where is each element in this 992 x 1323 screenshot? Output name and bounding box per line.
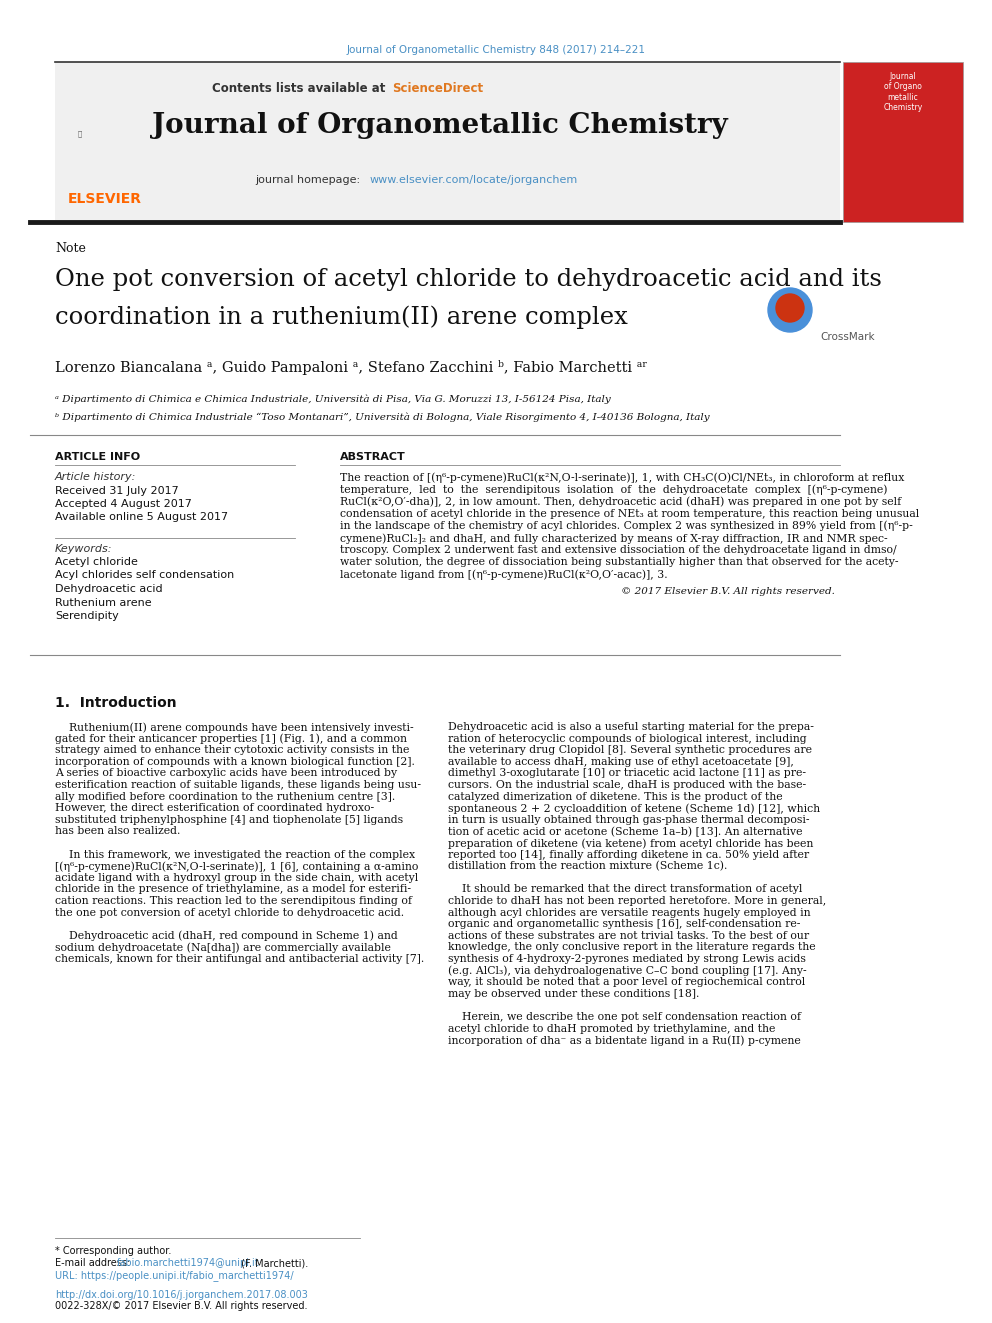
Text: cation reactions. This reaction led to the serendipitous finding of: cation reactions. This reaction led to t… bbox=[55, 896, 412, 906]
Text: ally modified before coordination to the ruthenium centre [3].: ally modified before coordination to the… bbox=[55, 791, 395, 802]
Text: Dehydroacetic acid is also a useful starting material for the prepa-: Dehydroacetic acid is also a useful star… bbox=[448, 722, 813, 732]
Text: © 2017 Elsevier B.V. All rights reserved.: © 2017 Elsevier B.V. All rights reserved… bbox=[621, 587, 835, 595]
Text: spontaneous 2 + 2 cycloaddition of ketene (Scheme 1d) [12], which: spontaneous 2 + 2 cycloaddition of keten… bbox=[448, 803, 820, 814]
Text: RuCl(κ²O,O′-dha)], 2, in low amount. Then, dehydroacetic acid (dhaH) was prepare: RuCl(κ²O,O′-dha)], 2, in low amount. The… bbox=[340, 496, 902, 507]
Text: cymene)RuCl₂]₂ and dhaH, and fully characterized by means of X-ray diffraction, : cymene)RuCl₂]₂ and dhaH, and fully chara… bbox=[340, 533, 888, 544]
Text: ᵃ Dipartimento di Chimica e Chimica Industriale, Università di Pisa, Via G. Moru: ᵃ Dipartimento di Chimica e Chimica Indu… bbox=[55, 396, 611, 405]
Text: Accepted 4 August 2017: Accepted 4 August 2017 bbox=[55, 499, 191, 509]
Text: distillation from the reaction mixture (Scheme 1c).: distillation from the reaction mixture (… bbox=[448, 861, 727, 872]
Text: coordination in a ruthenium(II) arene complex: coordination in a ruthenium(II) arene co… bbox=[55, 306, 628, 328]
Text: the one pot conversion of acetyl chloride to dehydroacetic acid.: the one pot conversion of acetyl chlorid… bbox=[55, 908, 404, 918]
Bar bbox=[55, 62, 840, 220]
Text: Ruthenium(II) arene compounds have been intensively investi-: Ruthenium(II) arene compounds have been … bbox=[55, 722, 414, 733]
Text: available to access dhaH, making use of ethyl acetoacetate [9],: available to access dhaH, making use of … bbox=[448, 757, 794, 767]
Text: chemicals, known for their antifungal and antibacterial activity [7].: chemicals, known for their antifungal an… bbox=[55, 954, 425, 964]
Text: Contents lists available at: Contents lists available at bbox=[212, 82, 390, 95]
Text: Keywords:: Keywords: bbox=[55, 544, 112, 554]
Text: ABSTRACT: ABSTRACT bbox=[340, 452, 406, 462]
Text: A series of bioactive carboxylic acids have been introduced by: A series of bioactive carboxylic acids h… bbox=[55, 769, 397, 778]
Text: knowledge, the only conclusive report in the literature regards the: knowledge, the only conclusive report in… bbox=[448, 942, 815, 953]
Text: In this framework, we investigated the reaction of the complex: In this framework, we investigated the r… bbox=[55, 849, 415, 860]
Text: E-mail address:: E-mail address: bbox=[55, 1258, 133, 1267]
Text: It should be remarked that the direct transformation of acetyl: It should be remarked that the direct tr… bbox=[448, 884, 803, 894]
Text: Acyl chlorides self condensation: Acyl chlorides self condensation bbox=[55, 570, 234, 581]
Text: 1.  Introduction: 1. Introduction bbox=[55, 696, 177, 710]
Text: chloride in the presence of triethylamine, as a model for esterifi-: chloride in the presence of triethylamin… bbox=[55, 884, 411, 894]
Text: organic and organometallic synthesis [16], self-condensation re-: organic and organometallic synthesis [16… bbox=[448, 919, 801, 929]
Text: may be observed under these conditions [18].: may be observed under these conditions [… bbox=[448, 988, 699, 999]
Text: in turn is usually obtained through gas-phase thermal decomposi-: in turn is usually obtained through gas-… bbox=[448, 815, 809, 824]
Text: troscopy. Complex 2 underwent fast and extensive dissociation of the dehydroacet: troscopy. Complex 2 underwent fast and e… bbox=[340, 545, 897, 556]
Text: Dehydroacetic acid: Dehydroacetic acid bbox=[55, 583, 163, 594]
Text: fabio.marchetti1974@unipi.it: fabio.marchetti1974@unipi.it bbox=[117, 1258, 260, 1267]
Text: ᵇ Dipartimento di Chimica Industriale “Toso Montanari”, Università di Bologna, V: ᵇ Dipartimento di Chimica Industriale “T… bbox=[55, 411, 709, 422]
Text: Article history:: Article history: bbox=[55, 472, 136, 482]
Circle shape bbox=[776, 294, 804, 321]
Text: Lorenzo Biancalana ᵃ, Guido Pampaloni ᵃ, Stefano Zacchini ᵇ, Fabio Marchetti ᵃʳ: Lorenzo Biancalana ᵃ, Guido Pampaloni ᵃ,… bbox=[55, 360, 648, 374]
Text: Journal
of Organo
metallic
Chemistry: Journal of Organo metallic Chemistry bbox=[883, 71, 923, 112]
Text: preparation of diketene (via ketene) from acetyl chloride has been: preparation of diketene (via ketene) fro… bbox=[448, 837, 813, 848]
Text: Herein, we describe the one pot self condensation reaction of: Herein, we describe the one pot self con… bbox=[448, 1012, 801, 1021]
Text: the veterinary drug Clopidol [8]. Several synthetic procedures are: the veterinary drug Clopidol [8]. Severa… bbox=[448, 745, 812, 755]
Text: ⬛: ⬛ bbox=[78, 130, 82, 136]
Text: Serendipity: Serendipity bbox=[55, 611, 119, 620]
Text: http://dx.doi.org/10.1016/j.jorganchem.2017.08.003: http://dx.doi.org/10.1016/j.jorganchem.2… bbox=[55, 1290, 308, 1301]
Text: in the landscape of the chemistry of acyl chlorides. Complex 2 was synthesized i: in the landscape of the chemistry of acy… bbox=[340, 521, 913, 532]
Text: catalyzed dimerization of diketene. This is the product of the: catalyzed dimerization of diketene. This… bbox=[448, 791, 783, 802]
Text: acetyl chloride to dhaH promoted by triethylamine, and the: acetyl chloride to dhaH promoted by trie… bbox=[448, 1024, 776, 1033]
Text: water solution, the degree of dissociation being substantially higher than that : water solution, the degree of dissociati… bbox=[340, 557, 899, 568]
Text: esterification reaction of suitable ligands, these ligands being usu-: esterification reaction of suitable liga… bbox=[55, 781, 421, 790]
Text: CrossMark: CrossMark bbox=[820, 332, 875, 343]
Text: However, the direct esterification of coordinated hydroxo-: However, the direct esterification of co… bbox=[55, 803, 374, 814]
Text: The reaction of [(η⁶-p-cymene)RuCl(κ²N,O-l-serinate)], 1, with CH₃C(O)Cl/NEt₃, i: The reaction of [(η⁶-p-cymene)RuCl(κ²N,O… bbox=[340, 472, 905, 483]
Text: synthesis of 4-hydroxy-2-pyrones mediated by strong Lewis acids: synthesis of 4-hydroxy-2-pyrones mediate… bbox=[448, 954, 806, 964]
Text: Ruthenium arene: Ruthenium arene bbox=[55, 598, 152, 607]
Text: sodium dehydroacetate (Na[dha]) are commercially available: sodium dehydroacetate (Na[dha]) are comm… bbox=[55, 942, 391, 953]
Text: incorporation of dha⁻ as a bidentate ligand in a Ru(II) p-cymene: incorporation of dha⁻ as a bidentate lig… bbox=[448, 1035, 801, 1045]
Text: reported too [14], finally affording diketene in ca. 50% yield after: reported too [14], finally affording dik… bbox=[448, 849, 809, 860]
Text: 0022-328X/© 2017 Elsevier B.V. All rights reserved.: 0022-328X/© 2017 Elsevier B.V. All right… bbox=[55, 1301, 308, 1311]
Text: substituted triphenylphosphine [4] and tiophenolate [5] ligands: substituted triphenylphosphine [4] and t… bbox=[55, 815, 403, 824]
Text: [(η⁶-p-cymene)RuCl(κ²N,O-l-serinate)], 1 [6], containing a α-amino: [(η⁶-p-cymene)RuCl(κ²N,O-l-serinate)], 1… bbox=[55, 861, 419, 872]
Text: incorporation of compounds with a known biological function [2].: incorporation of compounds with a known … bbox=[55, 757, 415, 767]
Text: has been also realized.: has been also realized. bbox=[55, 827, 181, 836]
Text: Dehydroacetic acid (dhaH, red compound in Scheme 1) and: Dehydroacetic acid (dhaH, red compound i… bbox=[55, 931, 398, 942]
Text: ARTICLE INFO: ARTICLE INFO bbox=[55, 452, 140, 462]
Text: Acetyl chloride: Acetyl chloride bbox=[55, 557, 138, 568]
Text: ELSEVIER: ELSEVIER bbox=[68, 192, 142, 206]
Text: Note: Note bbox=[55, 242, 86, 255]
Text: (F. Marchetti).: (F. Marchetti). bbox=[238, 1258, 309, 1267]
Text: dimethyl 3-oxoglutarate [10] or triacetic acid lactone [11] as pre-: dimethyl 3-oxoglutarate [10] or triaceti… bbox=[448, 769, 806, 778]
Text: chloride to dhaH has not been reported heretofore. More in general,: chloride to dhaH has not been reported h… bbox=[448, 896, 826, 906]
Text: Available online 5 August 2017: Available online 5 August 2017 bbox=[55, 512, 228, 523]
Text: journal homepage:: journal homepage: bbox=[255, 175, 364, 185]
Text: cursors. On the industrial scale, dhaH is produced with the base-: cursors. On the industrial scale, dhaH i… bbox=[448, 781, 806, 790]
Text: tion of acetic acid or acetone (Scheme 1a–b) [13]. An alternative: tion of acetic acid or acetone (Scheme 1… bbox=[448, 827, 803, 836]
Text: ration of heterocyclic compounds of biological interest, including: ration of heterocyclic compounds of biol… bbox=[448, 733, 806, 744]
Text: Journal of Organometallic Chemistry 848 (2017) 214–221: Journal of Organometallic Chemistry 848 … bbox=[346, 45, 646, 56]
Text: although acyl chlorides are versatile reagents hugely employed in: although acyl chlorides are versatile re… bbox=[448, 908, 810, 918]
Text: strategy aimed to enhance their cytotoxic activity consists in the: strategy aimed to enhance their cytotoxi… bbox=[55, 745, 410, 755]
Text: * Corresponding author.: * Corresponding author. bbox=[55, 1246, 172, 1256]
Text: One pot conversion of acetyl chloride to dehydroacetic acid and its: One pot conversion of acetyl chloride to… bbox=[55, 269, 882, 291]
Text: www.elsevier.com/locate/jorganchem: www.elsevier.com/locate/jorganchem bbox=[370, 175, 578, 185]
Circle shape bbox=[768, 288, 812, 332]
Bar bbox=[843, 62, 963, 222]
Text: temperature,  led  to  the  serendipitous  isolation  of  the  dehydroacetate  c: temperature, led to the serendipitous is… bbox=[340, 484, 888, 495]
Text: way, it should be noted that a poor level of regiochemical control: way, it should be noted that a poor leve… bbox=[448, 978, 806, 987]
Text: acidate ligand with a hydroxyl group in the side chain, with acetyl: acidate ligand with a hydroxyl group in … bbox=[55, 873, 419, 882]
Text: lacetonate ligand from [(η⁶-p-cymene)RuCl(κ²O,O′-acac)], 3.: lacetonate ligand from [(η⁶-p-cymene)RuC… bbox=[340, 570, 668, 581]
Text: actions of these substrates are not trivial tasks. To the best of our: actions of these substrates are not triv… bbox=[448, 931, 809, 941]
Text: ScienceDirect: ScienceDirect bbox=[392, 82, 483, 95]
Text: (e.g. AlCl₃), via dehydroalogenative C–C bond coupling [17]. Any-: (e.g. AlCl₃), via dehydroalogenative C–C… bbox=[448, 966, 806, 976]
Text: condensation of acetyl chloride in the presence of NEt₃ at room temperature, thi: condensation of acetyl chloride in the p… bbox=[340, 508, 920, 519]
Text: URL: https://people.unipi.it/fabio_marchetti1974/: URL: https://people.unipi.it/fabio_march… bbox=[55, 1270, 294, 1281]
Text: gated for their anticancer properties [1] (Fig. 1), and a common: gated for their anticancer properties [1… bbox=[55, 733, 407, 744]
Text: Journal of Organometallic Chemistry: Journal of Organometallic Chemistry bbox=[152, 112, 728, 139]
Text: Received 31 July 2017: Received 31 July 2017 bbox=[55, 486, 179, 496]
